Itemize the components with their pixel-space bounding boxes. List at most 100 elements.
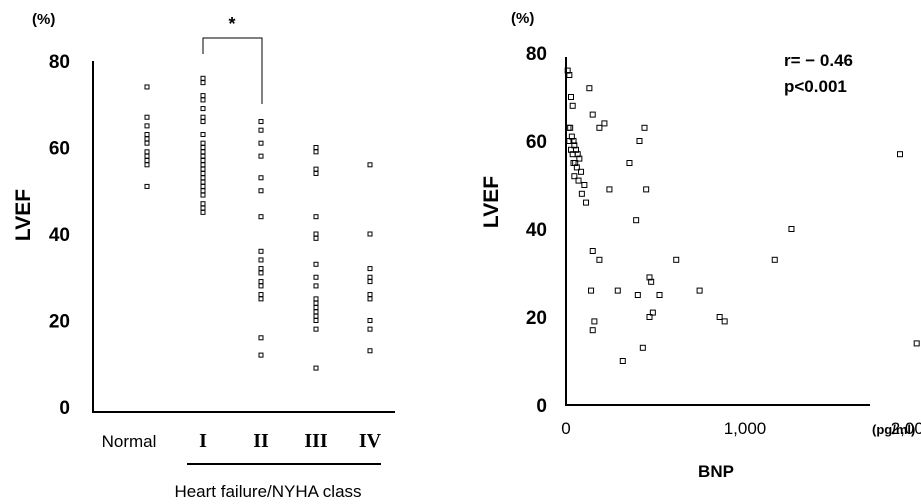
right-y-tick-label: 60 [526, 132, 547, 153]
data-point [567, 124, 574, 131]
data-point [656, 292, 663, 298]
data-point [581, 182, 588, 188]
data-point [200, 145, 206, 150]
data-point [258, 266, 264, 272]
data-point [588, 287, 595, 294]
left-x-axis-label: Heart failure/NYHA class [174, 482, 361, 501]
data-point [646, 314, 653, 320]
right-y-tick-label: 40 [526, 220, 547, 241]
left-axes [92, 61, 395, 413]
right-x-tick-label: 2,000 [891, 419, 921, 438]
data-point [313, 231, 319, 237]
left-x-tick-label: I [199, 430, 207, 452]
data-point [200, 75, 206, 81]
right-y-ticks: 0 20 40 60 80 [526, 44, 547, 417]
data-point [636, 138, 643, 144]
data-point [313, 318, 319, 323]
significance-star: * [228, 14, 235, 34]
data-point [200, 166, 206, 172]
data-point [144, 123, 150, 129]
data-point [564, 67, 571, 74]
left-x-tick-label: IV [359, 430, 382, 452]
right-y-tick-label: 20 [526, 308, 547, 329]
data-point [649, 309, 656, 316]
left-x-tick-label: III [304, 430, 328, 452]
data-point [144, 136, 150, 142]
data-point [643, 186, 650, 193]
data-point [313, 149, 319, 155]
data-point [313, 283, 319, 289]
data-point [258, 352, 264, 358]
data-point [570, 138, 577, 144]
bracket-line [202, 37, 263, 104]
data-point [614, 287, 621, 294]
data-point [569, 102, 576, 109]
data-point [313, 214, 319, 220]
data-point [313, 326, 319, 332]
data-point [913, 340, 920, 347]
data-point [313, 309, 319, 315]
data-point [583, 199, 590, 206]
data-point [721, 318, 728, 325]
data-point [200, 106, 206, 112]
data-point [367, 296, 373, 302]
data-point [566, 138, 573, 144]
data-point [367, 162, 373, 168]
data-point [144, 132, 150, 138]
right-x-ticks: 0 1,000 2,000 [561, 419, 921, 438]
data-point [200, 97, 206, 103]
data-point [313, 313, 319, 319]
data-point [258, 279, 264, 285]
data-point [626, 160, 633, 166]
left-y-unit: (%) [32, 11, 55, 28]
data-point [367, 348, 373, 354]
data-point [313, 166, 319, 172]
data-point [258, 248, 264, 254]
data-point [258, 175, 264, 181]
data-point [586, 85, 593, 92]
data-point [313, 300, 319, 306]
data-point [589, 327, 596, 334]
right-y-unit: (%) [511, 10, 534, 27]
data-point [367, 326, 373, 332]
data-point [258, 270, 264, 276]
data-point [144, 153, 150, 159]
data-point [258, 127, 264, 133]
left-y-tick-label: 20 [49, 312, 70, 333]
data-point [200, 153, 206, 159]
data-point [258, 335, 264, 341]
data-point [258, 153, 264, 159]
data-point [646, 274, 653, 281]
correlation-r: r= − 0.46 [784, 51, 853, 70]
data-point [258, 140, 264, 146]
data-point [575, 177, 582, 184]
data-point [313, 145, 319, 150]
left-y-tick-label: 40 [49, 225, 70, 246]
left-y-tick-label: 60 [49, 139, 70, 160]
data-point [641, 124, 648, 131]
data-point [144, 183, 150, 189]
left-x-tick-label: II [253, 430, 269, 452]
data-point [200, 175, 206, 181]
data-point [313, 305, 319, 311]
data-point [200, 114, 206, 120]
data-point [144, 162, 150, 168]
data-point [258, 214, 264, 220]
left-x-tick-label: Normal [102, 432, 157, 451]
data-point [313, 274, 319, 280]
data-point [313, 296, 319, 302]
data-point [200, 157, 206, 163]
data-point [634, 292, 641, 298]
left-points [144, 75, 373, 371]
right-y-axis-label: LVEF [480, 176, 503, 228]
data-point [144, 157, 150, 163]
data-point [313, 365, 319, 371]
data-point [258, 292, 264, 298]
data-point [258, 188, 264, 194]
right-y-tick-label: 80 [526, 44, 547, 65]
data-point [200, 183, 206, 189]
data-point [648, 278, 655, 285]
data-point [578, 168, 585, 175]
data-point [200, 192, 206, 198]
